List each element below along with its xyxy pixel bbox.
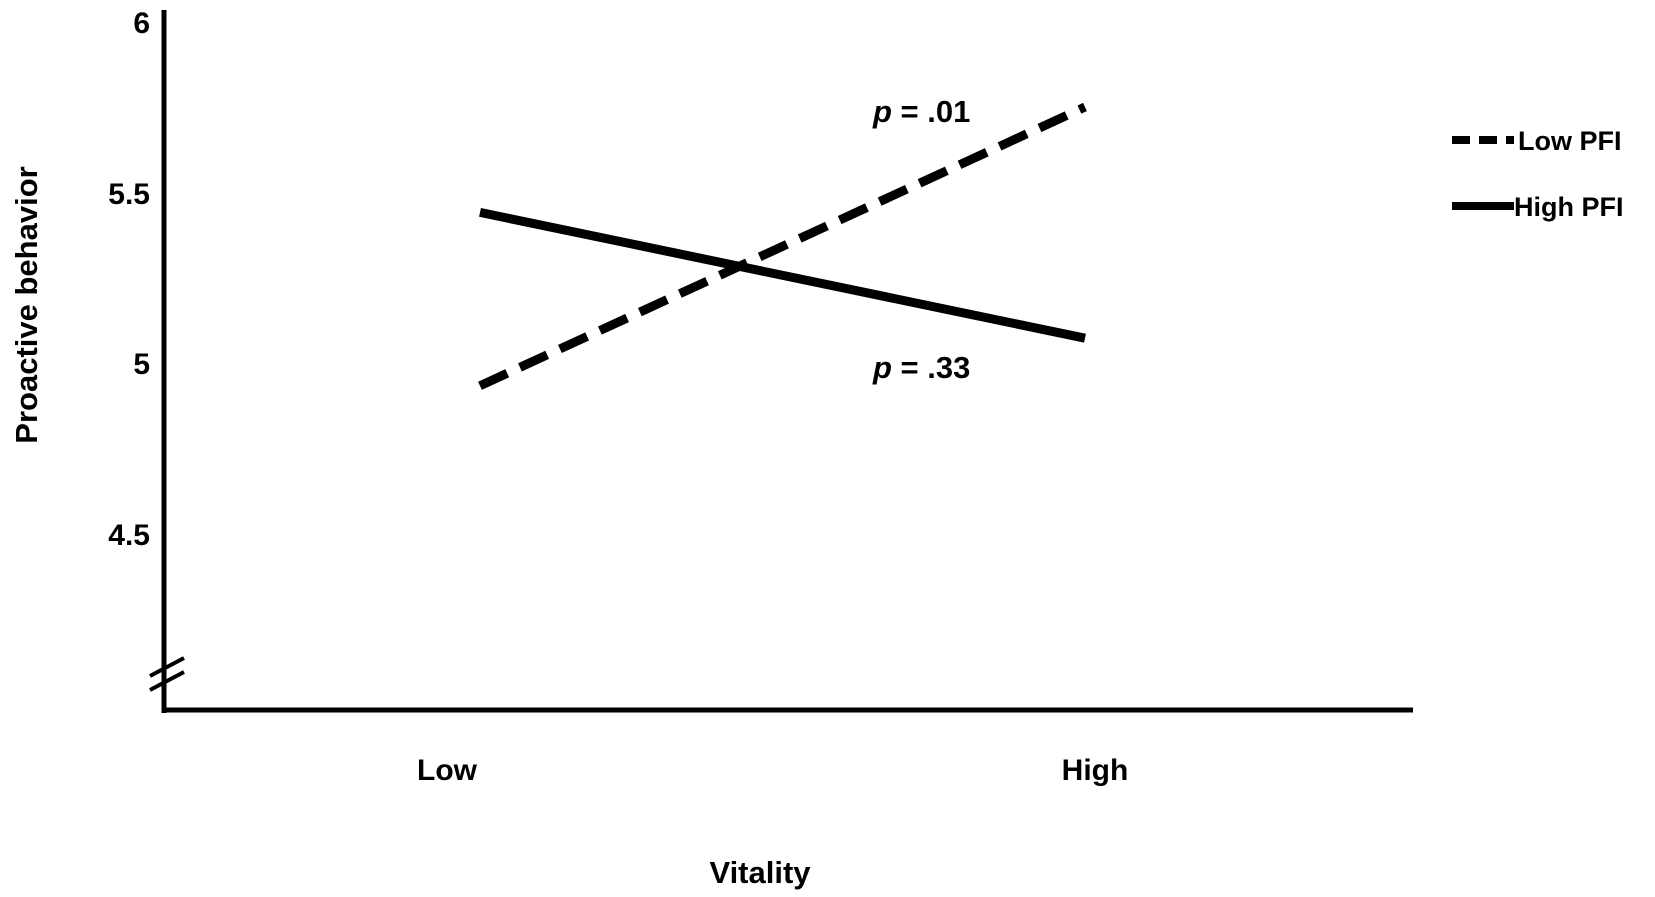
y-tick-label: 5 xyxy=(133,348,150,381)
p-value-annotation-high-pfi: p = .33 xyxy=(872,350,970,385)
y-tick-label: 6 xyxy=(133,7,150,40)
x-tick-label-high: High xyxy=(1062,754,1129,787)
x-tick-labels: Low High xyxy=(417,754,1128,787)
series-line-high-pfi xyxy=(479,207,1086,343)
p-symbol: p xyxy=(872,94,892,129)
p-symbol: p xyxy=(872,350,892,385)
x-tick-label-low: Low xyxy=(417,754,478,787)
legend-label-high-pfi: High PFI xyxy=(1514,192,1624,222)
p-value-text: = .33 xyxy=(892,350,970,385)
series-line-low-pfi xyxy=(478,102,1087,390)
y-tick-labels: 6 5.5 5 4.5 xyxy=(108,7,150,552)
y-tick-label: 4.5 xyxy=(108,519,150,552)
p-value-annotation-low-pfi: p = .01 xyxy=(872,94,970,129)
p-value-text: = .01 xyxy=(892,94,970,129)
x-axis-title: Vitality xyxy=(709,855,811,890)
y-axis-title: Proactive behavior xyxy=(9,166,44,443)
legend-label-low-pfi: Low PFI xyxy=(1518,126,1622,156)
y-axis-break-icon xyxy=(149,656,185,692)
y-tick-label: 5.5 xyxy=(108,178,150,211)
legend: Low PFI High PFI xyxy=(1452,126,1624,222)
